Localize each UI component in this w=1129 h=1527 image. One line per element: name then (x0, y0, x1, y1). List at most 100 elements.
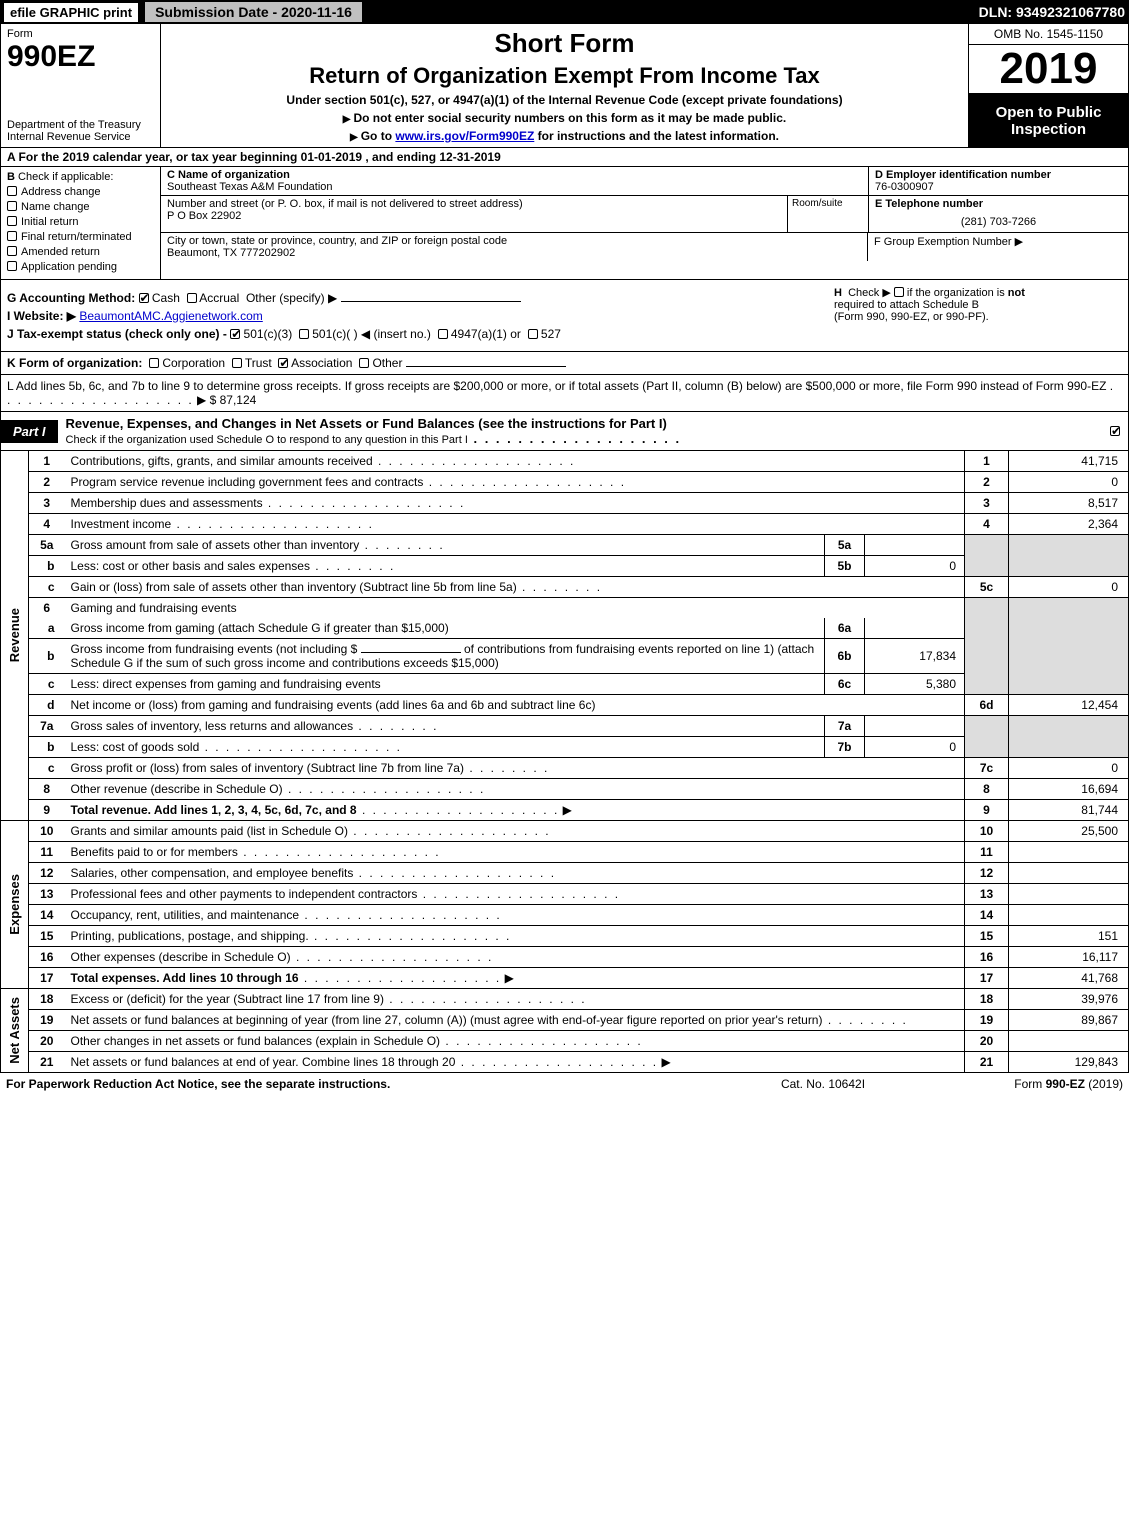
j-527: 527 (541, 327, 561, 341)
checkbox-schedule-o[interactable] (1110, 426, 1120, 436)
line-5b-iamt: 0 (865, 556, 965, 577)
checkbox-501c[interactable] (299, 329, 309, 339)
line-5b-desc: Less: cost or other basis and sales expe… (65, 556, 825, 577)
line-6a-desc: Gross income from gaming (attach Schedul… (65, 618, 825, 639)
line-6b-ibox: 6b (825, 639, 865, 674)
line-5a-desc: Gross amount from sale of assets other t… (65, 535, 825, 556)
line-6-num: 6 (29, 598, 65, 619)
section-b: B Check if applicable: Address change Na… (1, 167, 161, 279)
checkbox-501c3[interactable] (230, 329, 240, 339)
line-17-amt: 41,768 (1009, 968, 1129, 989)
line-10-num: 10 (29, 821, 65, 842)
line-19-num: 19 (29, 1010, 65, 1031)
line-12-box: 12 (965, 863, 1009, 884)
opt-address-change[interactable]: Address change (7, 185, 154, 198)
opt-name-change[interactable]: Name change (7, 200, 154, 213)
f-arrow: ▶ (1015, 236, 1023, 248)
line-5b-num: b (29, 556, 65, 577)
ein-value: 76-0300907 (875, 181, 934, 193)
subtitle: Under section 501(c), 527, or 4947(a)(1)… (169, 93, 960, 107)
k-trust: Trust (245, 356, 272, 370)
e-label: E Telephone number (869, 196, 1128, 212)
line-16-box: 16 (965, 947, 1009, 968)
website-link[interactable]: BeaumontAMC.Aggienetwork.com (79, 309, 262, 323)
checkbox-4947[interactable] (438, 329, 448, 339)
line-7b-desc: Less: cost of goods sold (65, 737, 825, 758)
line-7a-desc: Gross sales of inventory, less returns a… (65, 716, 825, 737)
line-14-box: 14 (965, 905, 1009, 926)
line-10-desc: Grants and similar amounts paid (list in… (65, 821, 965, 842)
line-3-num: 3 (29, 493, 65, 514)
line-21-num: 21 (29, 1052, 65, 1073)
line-15-amt: 151 (1009, 926, 1129, 947)
grey-5 (965, 535, 1009, 577)
b-sub: Check if applicable: (18, 171, 113, 183)
line-14-desc: Occupancy, rent, utilities, and maintena… (65, 905, 965, 926)
f-label: F Group Exemption Number (874, 236, 1012, 248)
line-6-desc: Gaming and fundraising events (65, 598, 965, 619)
opt-final-return[interactable]: Final return/terminated (7, 230, 154, 243)
checkbox-trust[interactable] (232, 358, 242, 368)
line-13-amt (1009, 884, 1129, 905)
g-accrual: Accrual (199, 291, 239, 305)
g-other-blank[interactable] (341, 290, 521, 302)
checkbox-cash[interactable] (139, 293, 149, 303)
line-11-box: 11 (965, 842, 1009, 863)
footer-center: Cat. No. 10642I (723, 1077, 923, 1091)
section-cdef: C Name of organization Southeast Texas A… (161, 167, 1128, 279)
row-l: L Add lines 5b, 6c, and 7b to line 9 to … (0, 375, 1129, 412)
checkbox-h[interactable] (894, 287, 904, 297)
k-other-blank[interactable] (406, 366, 566, 367)
line-6b-num: b (29, 639, 65, 674)
grey-6b (965, 618, 1009, 695)
g-cash: Cash (152, 291, 180, 305)
line-21-desc: Net assets or fund balances at end of ye… (65, 1052, 965, 1073)
title-return: Return of Organization Exempt From Incom… (169, 63, 960, 89)
line-12-num: 12 (29, 863, 65, 884)
line-5a-iamt (865, 535, 965, 556)
line-9-amt: 81,744 (1009, 800, 1129, 821)
checkbox-other[interactable] (359, 358, 369, 368)
line-11-amt (1009, 842, 1129, 863)
opt-application-pending[interactable]: Application pending (7, 260, 154, 273)
irs-link[interactable]: www.irs.gov/Form990EZ (395, 129, 534, 143)
j-label: J Tax-exempt status (check only one) - (7, 327, 227, 341)
header-left: Form 990EZ Department of the Treasury In… (1, 24, 161, 147)
line-9-box: 9 (965, 800, 1009, 821)
part1-sub: Check if the organization used Schedule … (66, 434, 468, 446)
line-16-desc: Other expenses (describe in Schedule O) (65, 947, 965, 968)
checkbox-527[interactable] (528, 329, 538, 339)
line-11-num: 11 (29, 842, 65, 863)
goto-pre: Go to (350, 129, 395, 143)
checkbox-accrual[interactable] (187, 293, 197, 303)
grey-7-amt (1009, 716, 1129, 758)
line-6d-box: 6d (965, 695, 1009, 716)
opt-amended-return[interactable]: Amended return (7, 245, 154, 258)
department-label: Department of the Treasury Internal Reve… (7, 119, 154, 143)
line-6a-num: a (29, 618, 65, 639)
omb-number: OMB No. 1545-1150 (969, 24, 1128, 45)
line-6c-ibox: 6c (825, 674, 865, 695)
city-label: City or town, state or province, country… (167, 235, 507, 247)
opt-initial-return[interactable]: Initial return (7, 215, 154, 228)
part1-header: Part I Revenue, Expenses, and Changes in… (0, 412, 1129, 451)
line-6b-desc: Gross income from fundraising events (no… (65, 639, 825, 674)
part1-checkbox-cell (1088, 420, 1128, 442)
line-6d-amt: 12,454 (1009, 695, 1129, 716)
k-corporation: Corporation (162, 356, 225, 370)
checkbox-corporation[interactable] (149, 358, 159, 368)
goto-line: Go to www.irs.gov/Form990EZ for instruct… (169, 129, 960, 143)
line-18-desc: Excess or (deficit) for the year (Subtra… (65, 989, 965, 1010)
line-4-box: 4 (965, 514, 1009, 535)
j-501c3: 501(c)(3) (244, 327, 293, 341)
opt-name-change-label: Name change (21, 201, 90, 213)
checkbox-association[interactable] (278, 358, 288, 368)
line-6d-desc: Net income or (loss) from gaming and fun… (65, 695, 965, 716)
line-8-box: 8 (965, 779, 1009, 800)
line-5c-amt: 0 (1009, 577, 1129, 598)
section-c-city: City or town, state or province, country… (161, 233, 868, 261)
side-revenue-label: Revenue (7, 608, 22, 662)
line-16-amt: 16,117 (1009, 947, 1129, 968)
line-6b-blank[interactable] (361, 652, 461, 653)
lines-table: Revenue 1 Contributions, gifts, grants, … (0, 451, 1129, 1073)
